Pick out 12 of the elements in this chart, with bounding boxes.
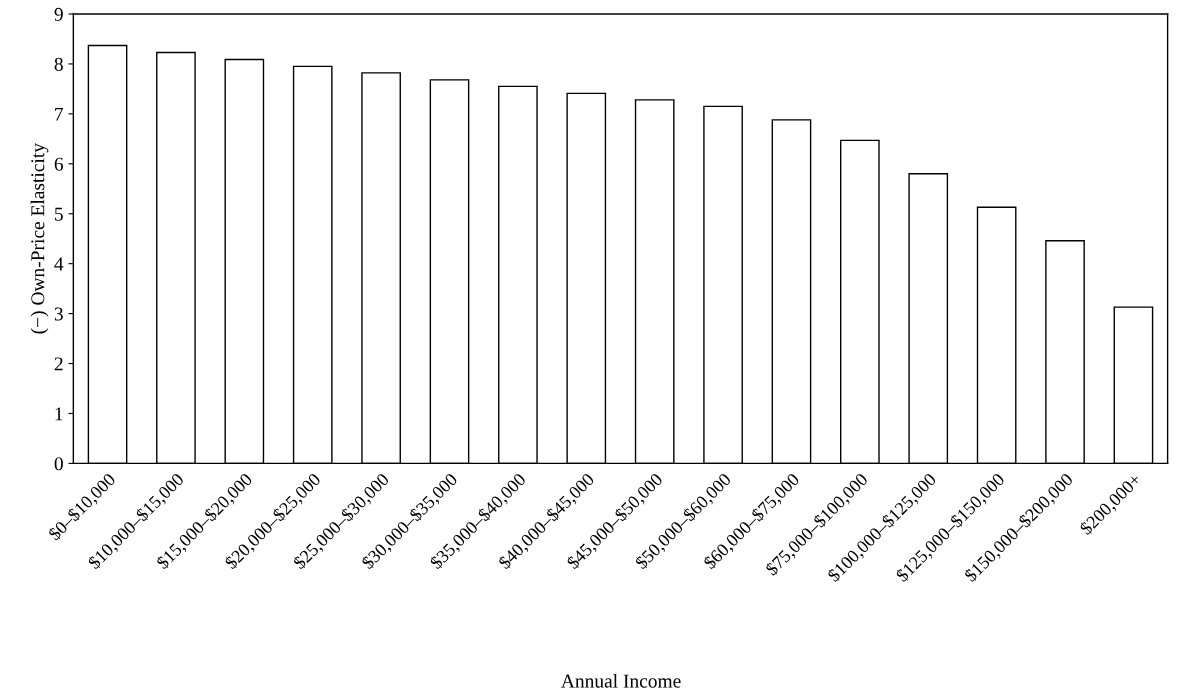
y-tick-label: 5 [55, 207, 63, 221]
y-tick-label: 2 [54, 357, 63, 371]
x-axis-title: Annual Income [561, 673, 681, 688]
y-tick-label: 9 [54, 7, 63, 21]
y-axis-title: (−) Own-Price Elasticity [30, 143, 49, 334]
y-tick-label: 3 [54, 307, 63, 321]
y-tick-label: 4 [54, 257, 64, 271]
y-tick-label: 0 [54, 457, 63, 471]
y-tick-label: 8 [54, 57, 63, 71]
y-tick-label: 6 [54, 157, 64, 171]
y-tick-label: 7 [55, 107, 64, 121]
y-tick-label: 1 [55, 407, 63, 421]
